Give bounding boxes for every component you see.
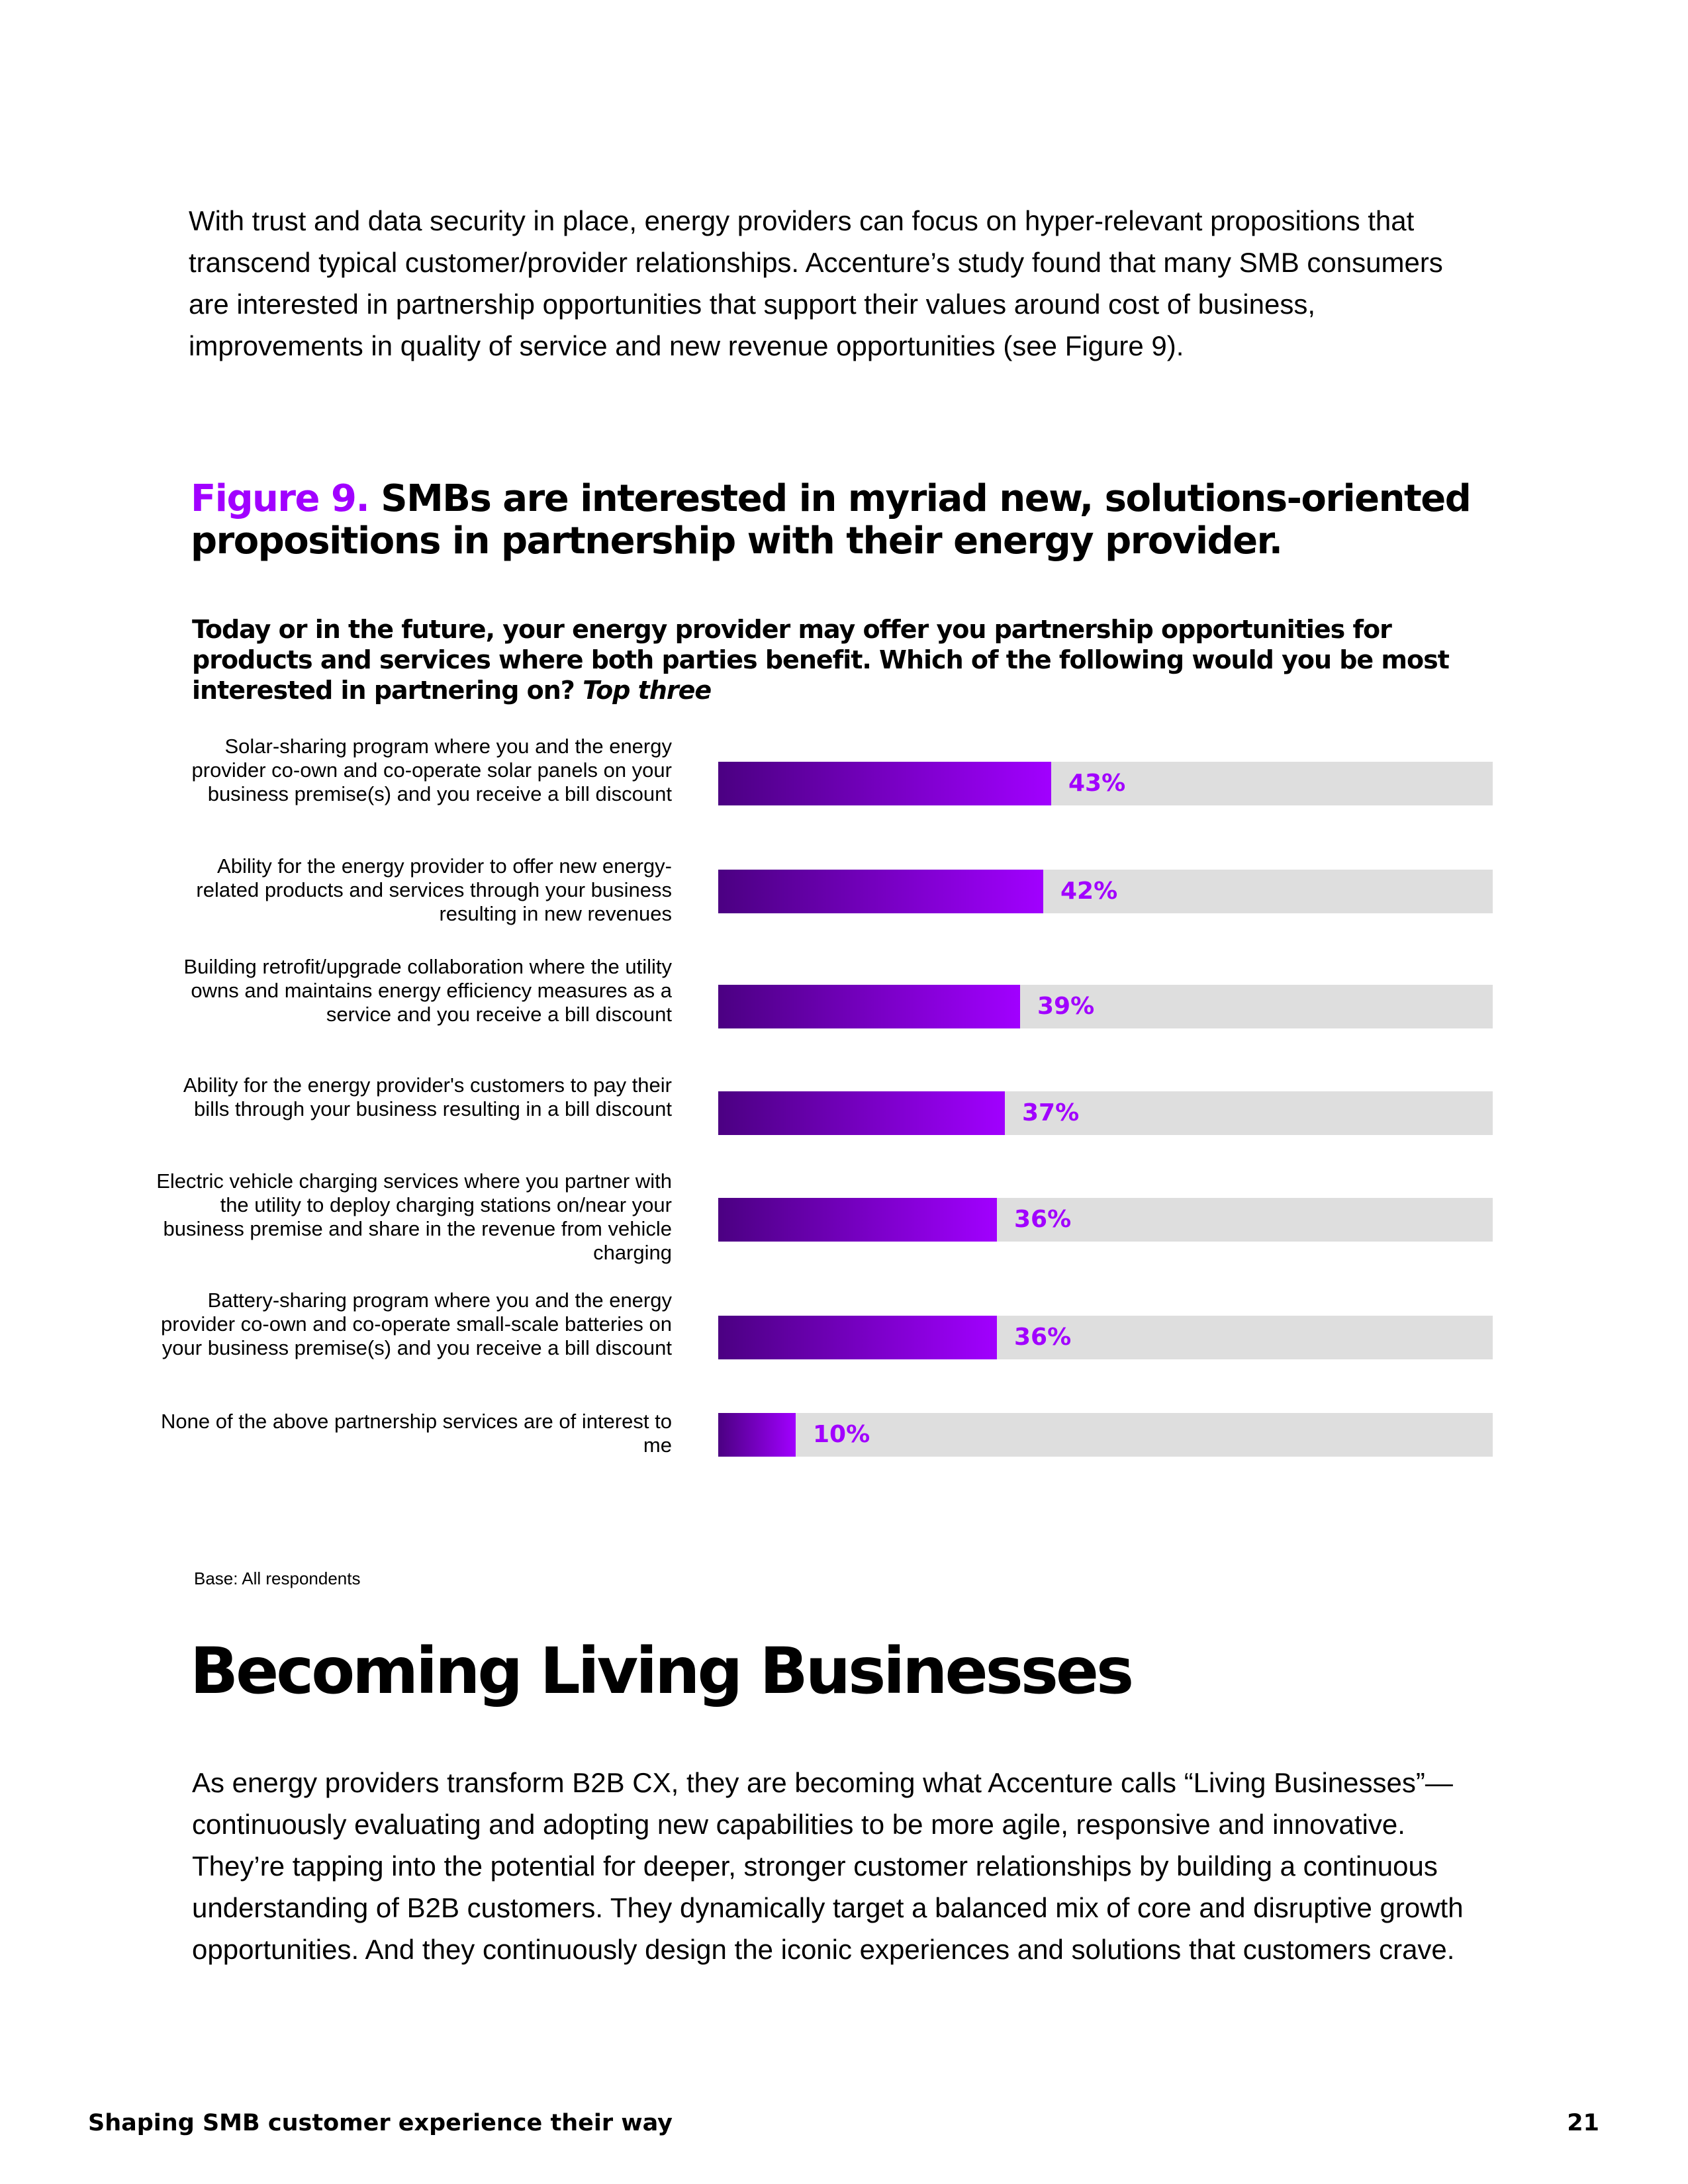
survey-question: Today or in the future, your energy prov… [192, 614, 1450, 705]
bar-category-label: Solar-sharing program where you and the … [191, 735, 672, 805]
section-body-paragraph: As energy providers transform B2B CX, th… [192, 1767, 1464, 1965]
figure-title: Figure 9. SMBs are interested in myriad … [191, 478, 1481, 563]
bar-value-label: 36% [1014, 1206, 1072, 1233]
bar-category-label: Ability for the energy provider's custom… [183, 1073, 672, 1120]
bar [718, 870, 1043, 913]
intro-paragraph: With trust and data security in place, e… [189, 205, 1443, 361]
section-heading: Becoming Living Businesses [190, 1634, 1134, 1708]
bar [718, 762, 1051, 805]
bar-value-label: 37% [1022, 1099, 1080, 1126]
bar-value-label: 10% [813, 1421, 870, 1448]
bar-category-label: None of the above partnership services a… [161, 1410, 672, 1457]
figure-label: Figure 9. [191, 477, 370, 520]
bar-category-label: Battery-sharing program where you and th… [161, 1289, 672, 1359]
bar-category-label: Electric vehicle charging services where… [156, 1169, 672, 1264]
footer-title: Shaping SMB customer experience their wa… [88, 2110, 673, 2136]
bar [718, 1091, 1005, 1135]
bar-category-label: Building retrofit/upgrade collaboration … [183, 955, 672, 1026]
page-number: 21 [1567, 2110, 1599, 2136]
bar-track [718, 1413, 1493, 1457]
base-note: Base: All respondents [194, 1569, 361, 1588]
bar [718, 1413, 796, 1457]
bar [718, 1198, 997, 1242]
bar-category-label: Ability for the energy provider to offer… [196, 854, 672, 925]
bar [718, 1316, 997, 1359]
bar-value-label: 39% [1037, 993, 1095, 1020]
bar-value-label: 43% [1068, 770, 1126, 797]
bar-value-label: 42% [1060, 878, 1118, 905]
bar-value-label: 36% [1014, 1324, 1072, 1351]
figure-title-text: SMBs are interested in myriad new, solut… [191, 477, 1472, 563]
bar [718, 985, 1020, 1028]
survey-question-text: Today or in the future, your energy prov… [192, 615, 1450, 705]
survey-question-qualifier: Top three [583, 676, 712, 705]
